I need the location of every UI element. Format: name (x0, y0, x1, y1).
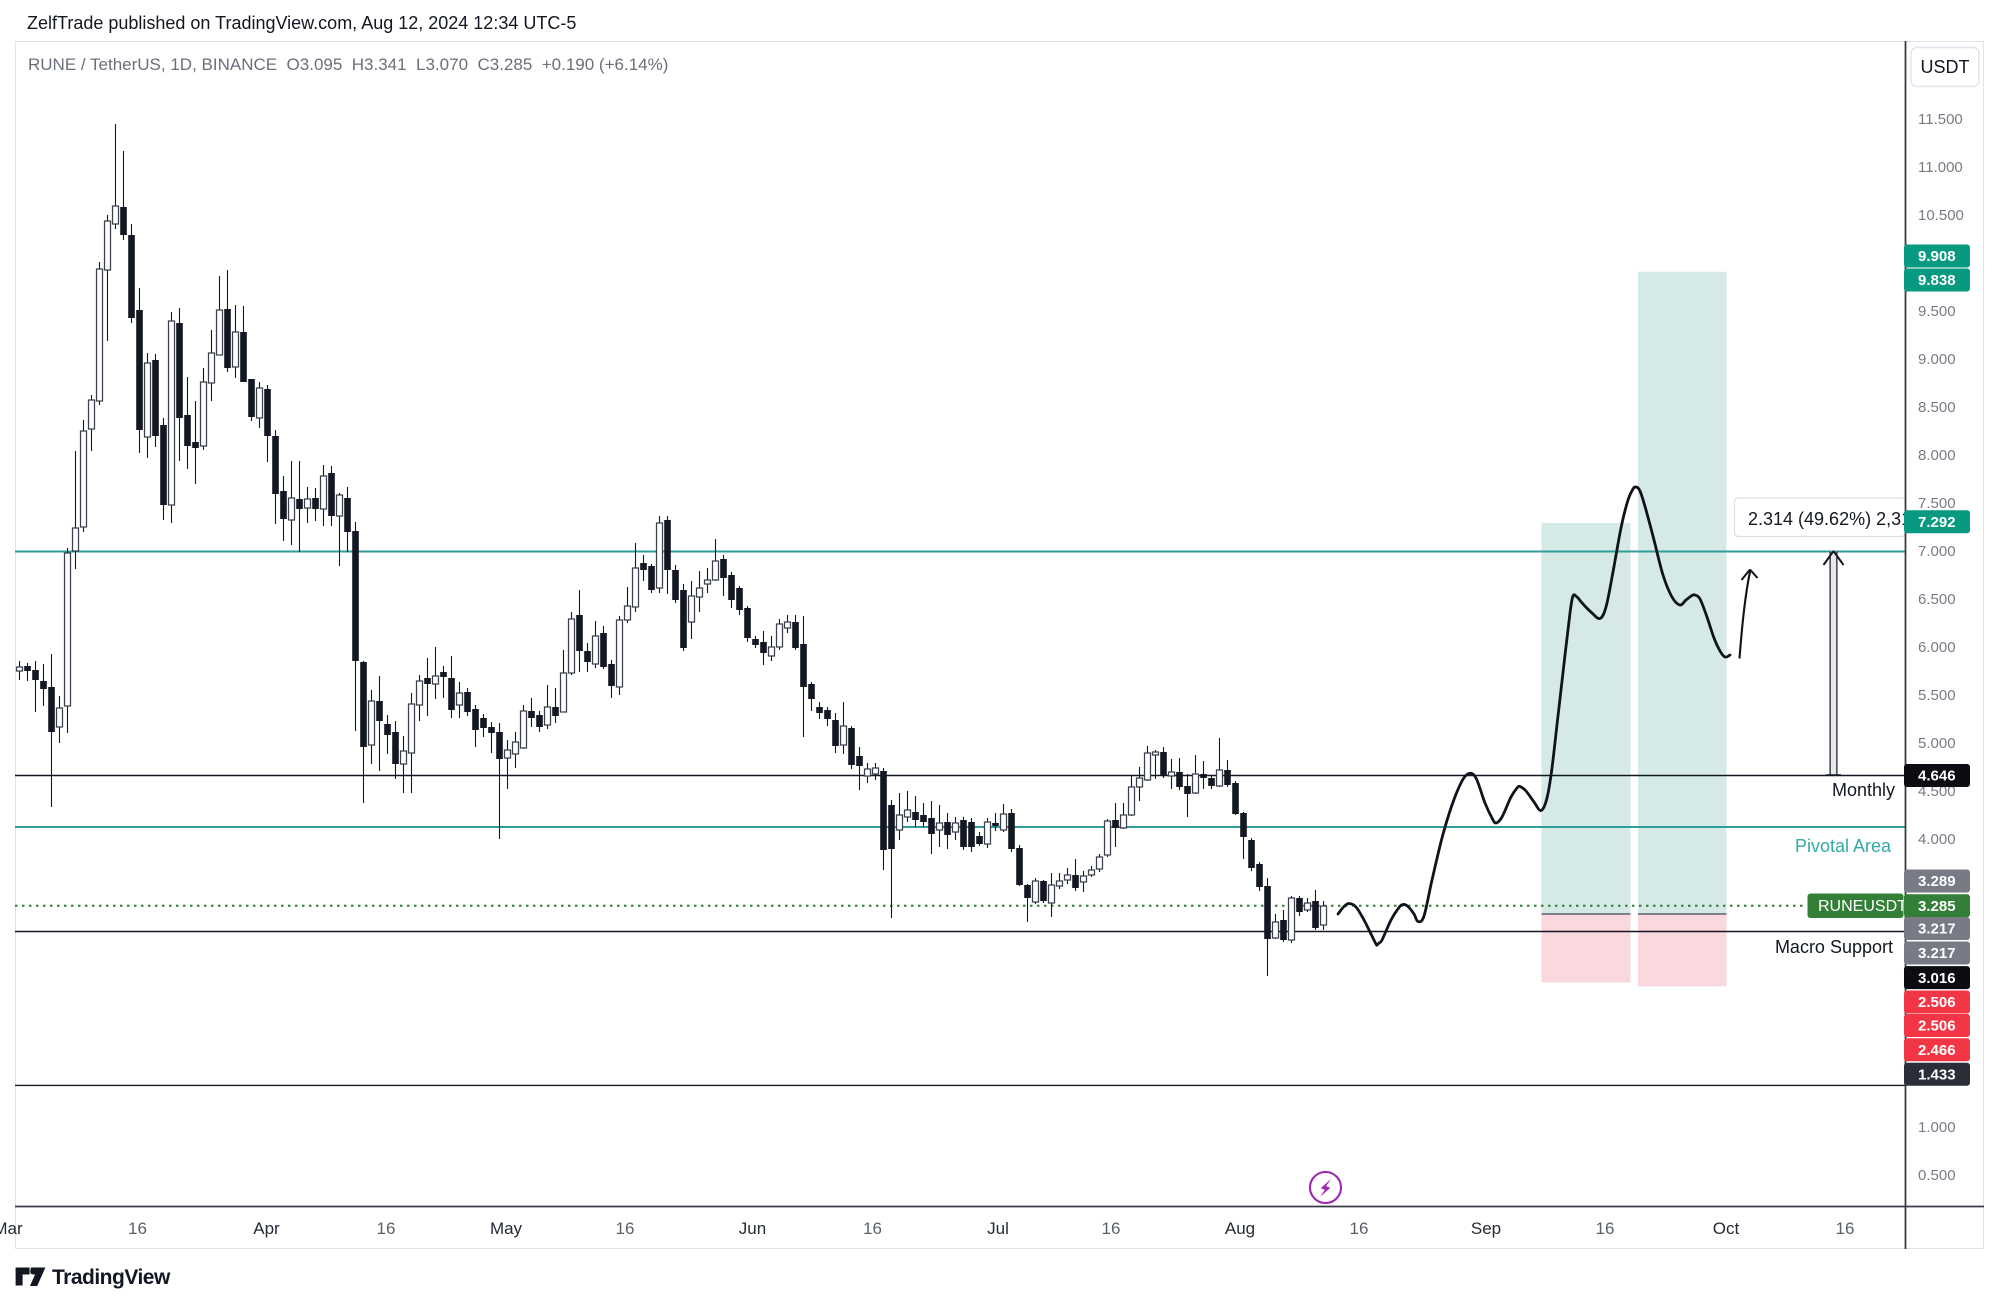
svg-text:7.500: 7.500 (1918, 495, 1956, 512)
svg-text:May: May (490, 1219, 523, 1238)
svg-text:7.000: 7.000 (1918, 543, 1956, 560)
svg-text:5.000: 5.000 (1918, 735, 1956, 752)
svg-text:RUNE / TetherUS, 1D, BINANCE: RUNE / TetherUS, 1D, BINANCE O3.095 H3.3… (28, 55, 668, 74)
svg-text:8.500: 8.500 (1918, 399, 1956, 416)
svg-text:Apr: Apr (253, 1219, 280, 1238)
svg-text:2.466: 2.466 (1918, 1042, 1956, 1059)
svg-text:16: 16 (1836, 1219, 1855, 1238)
svg-text:3.016: 3.016 (1918, 970, 1956, 987)
svg-text:7.292: 7.292 (1918, 514, 1956, 531)
svg-text:Macro Support: Macro Support (1775, 937, 1893, 957)
svg-text:11.500: 11.500 (1918, 111, 1963, 128)
svg-text:Oct: Oct (1713, 1219, 1740, 1238)
svg-text:11.000: 11.000 (1918, 159, 1963, 176)
svg-text:10.500: 10.500 (1918, 207, 1964, 224)
svg-text:Aug: Aug (1225, 1219, 1255, 1238)
svg-text:3.285: 3.285 (1918, 898, 1956, 915)
svg-text:1.000: 1.000 (1918, 1119, 1956, 1136)
svg-text:16: 16 (1350, 1219, 1369, 1238)
svg-text:16: 16 (377, 1219, 396, 1238)
svg-text:2.506: 2.506 (1918, 1018, 1956, 1035)
svg-text:16: 16 (128, 1219, 147, 1238)
svg-text:16: 16 (1596, 1219, 1615, 1238)
svg-text:Jul: Jul (987, 1219, 1009, 1238)
svg-text:3.289: 3.289 (1918, 873, 1956, 890)
svg-text:16: 16 (1102, 1219, 1121, 1238)
svg-text:4.646: 4.646 (1918, 768, 1956, 785)
svg-text:3.217: 3.217 (1918, 945, 1956, 962)
svg-text:1.433: 1.433 (1918, 1067, 1956, 1084)
svg-text:RUNEUSDT: RUNEUSDT (1818, 898, 1907, 915)
svg-text:9.500: 9.500 (1918, 303, 1956, 320)
svg-text:2.506: 2.506 (1918, 994, 1956, 1011)
svg-text:Jun: Jun (739, 1219, 766, 1238)
svg-text:16: 16 (863, 1219, 882, 1238)
svg-text:3.217: 3.217 (1918, 921, 1956, 938)
svg-text:2.314 (49.62%) 2,31: 2.314 (49.62%) 2,31 (1748, 509, 1911, 529)
svg-text:0.500: 0.500 (1918, 1167, 1956, 1184)
svg-text:Mar: Mar (0, 1219, 23, 1238)
svg-text:8.000: 8.000 (1918, 447, 1956, 464)
svg-text:Sep: Sep (1471, 1219, 1501, 1238)
svg-text:TradingView: TradingView (52, 1266, 171, 1289)
svg-text:6.500: 6.500 (1918, 591, 1956, 608)
svg-text:Pivotal Area: Pivotal Area (1795, 836, 1892, 856)
svg-text:9.908: 9.908 (1918, 248, 1956, 265)
svg-text:Monthly: Monthly (1832, 780, 1895, 800)
svg-text:9.838: 9.838 (1918, 272, 1956, 289)
svg-text:ZelfTrade published on Trading: ZelfTrade published on TradingView.com, … (27, 13, 576, 33)
svg-text:6.000: 6.000 (1918, 639, 1956, 656)
svg-text:9.000: 9.000 (1918, 351, 1956, 368)
svg-text:16: 16 (616, 1219, 635, 1238)
svg-text:4.500: 4.500 (1918, 783, 1956, 800)
svg-text:4.000: 4.000 (1918, 831, 1956, 848)
svg-text:USDT: USDT (1921, 57, 1970, 77)
svg-text:5.500: 5.500 (1918, 687, 1956, 704)
